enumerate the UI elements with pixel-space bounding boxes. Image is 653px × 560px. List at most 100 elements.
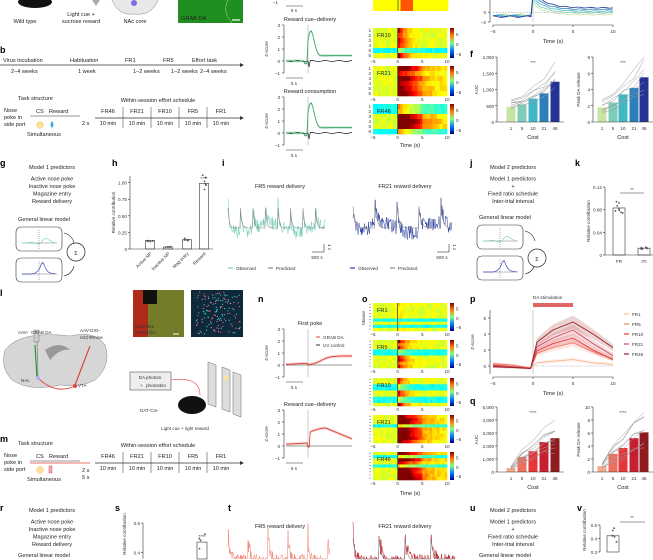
heatmap-cell	[414, 393, 418, 397]
heatmap-cell	[412, 318, 416, 322]
row-tick	[369, 425, 371, 426]
heatmap-cell	[414, 439, 418, 444]
control-trace	[285, 60, 353, 68]
heatmap-cell	[387, 415, 391, 419]
heatmap-cell	[380, 71, 384, 77]
x-tick-label: 0	[532, 381, 535, 386]
heatmap-cell	[392, 48, 396, 54]
heatmap-cell	[407, 104, 411, 110]
heatmap-cell	[382, 119, 386, 125]
heatmap-cell	[442, 358, 445, 363]
heatmap-cell	[395, 312, 398, 316]
panel-letter-l: l	[0, 288, 3, 298]
data-point	[203, 188, 206, 191]
heatmap-cell	[427, 399, 431, 404]
heatmap-cell	[405, 399, 408, 404]
x-tick-label: 10	[530, 126, 536, 131]
heatmap-cell	[380, 303, 384, 307]
block-duration: 10 min	[100, 121, 117, 127]
heatmap-cell	[397, 424, 401, 428]
heatmap-cell	[442, 433, 445, 438]
heatmap-cell	[387, 418, 391, 422]
cell-dot	[216, 311, 218, 313]
heatmap-cell	[392, 71, 396, 77]
x-tick-label: 0	[396, 97, 399, 102]
data-point	[618, 209, 621, 212]
vta-site	[73, 384, 77, 388]
heatmap-cell	[397, 461, 401, 465]
heatmap-cell	[400, 91, 403, 97]
heatmap-cell	[380, 393, 384, 397]
heatmap-cell	[434, 424, 438, 428]
heatmap-cell	[397, 439, 401, 444]
heatmap-cell	[392, 470, 396, 475]
heatmap-cell	[395, 467, 398, 471]
heatmap-cell	[402, 470, 406, 475]
heatmap-cell	[377, 53, 381, 59]
data-point	[614, 210, 617, 212]
light-cue-icon	[92, 0, 100, 6]
heatmap-cell	[437, 315, 440, 319]
heatmap-cell	[439, 387, 443, 391]
heatmap-cell	[444, 396, 448, 401]
heatmap-cell	[410, 124, 413, 130]
heatmap-cell	[443, 0, 446, 11]
heatmap-cell	[392, 421, 396, 425]
heatmap-cell	[377, 48, 381, 54]
cell-dot	[220, 319, 222, 321]
heatmap-cell	[402, 71, 406, 77]
heatmap-cell	[382, 415, 386, 419]
heatmap-cell	[395, 461, 398, 465]
heatmap-cell	[422, 318, 426, 322]
heatmap-cell	[434, 124, 438, 130]
heatmap-cell	[422, 476, 426, 481]
sem-band	[286, 426, 352, 449]
heatmap-cell	[437, 390, 440, 394]
block-duration: 10 min	[157, 466, 174, 472]
cell-dot	[227, 298, 229, 301]
heatmap-cell	[437, 473, 440, 478]
stimulation-label: DA stimulation	[533, 295, 563, 300]
heatmap-cell	[412, 303, 416, 307]
y-tick-label: 8	[587, 55, 590, 60]
row-tick	[369, 307, 371, 308]
heatmap-cell	[442, 378, 445, 382]
heatmap-cell	[377, 393, 381, 397]
heatmap-cell	[385, 381, 389, 385]
cell-dot	[216, 320, 218, 323]
heatmap-cell	[390, 418, 394, 422]
heatmap-cell	[377, 306, 381, 310]
label: −1	[273, 0, 279, 5]
heatmap-cell	[434, 38, 438, 44]
cell-dot	[238, 305, 240, 308]
heatmap-cell	[424, 361, 428, 366]
heatmap-cell	[387, 43, 391, 49]
heatmap-cell	[432, 464, 435, 468]
heatmap-cell	[382, 114, 386, 120]
heatmap-cell	[377, 427, 381, 431]
cell-dot	[209, 310, 211, 312]
heatmap-cell	[407, 421, 411, 425]
heatmap-cell	[405, 381, 408, 385]
bar	[597, 466, 607, 472]
heatmap-cell	[395, 340, 398, 344]
heatmap-cell	[410, 343, 413, 347]
heatmap-cell	[373, 399, 376, 404]
heatmap-cell	[444, 38, 448, 44]
heatmap-cell	[377, 346, 381, 350]
heatmap-cell	[434, 461, 438, 465]
heatmap-cell	[414, 476, 418, 481]
heatmap-cell	[385, 109, 389, 115]
heatmap-cell	[437, 124, 440, 130]
data-point	[611, 529, 614, 532]
heatmap-cell	[402, 402, 406, 407]
cell-dot	[221, 313, 223, 315]
heatmap-cell	[439, 476, 443, 481]
heatmap-cell	[385, 129, 389, 135]
heatmap-cell	[434, 114, 438, 120]
heatmap-cell	[424, 43, 428, 49]
heatmap-cell	[427, 327, 431, 332]
row-tick	[369, 474, 371, 476]
heatmap-cell	[382, 321, 386, 326]
heatmap-cell	[385, 76, 389, 82]
